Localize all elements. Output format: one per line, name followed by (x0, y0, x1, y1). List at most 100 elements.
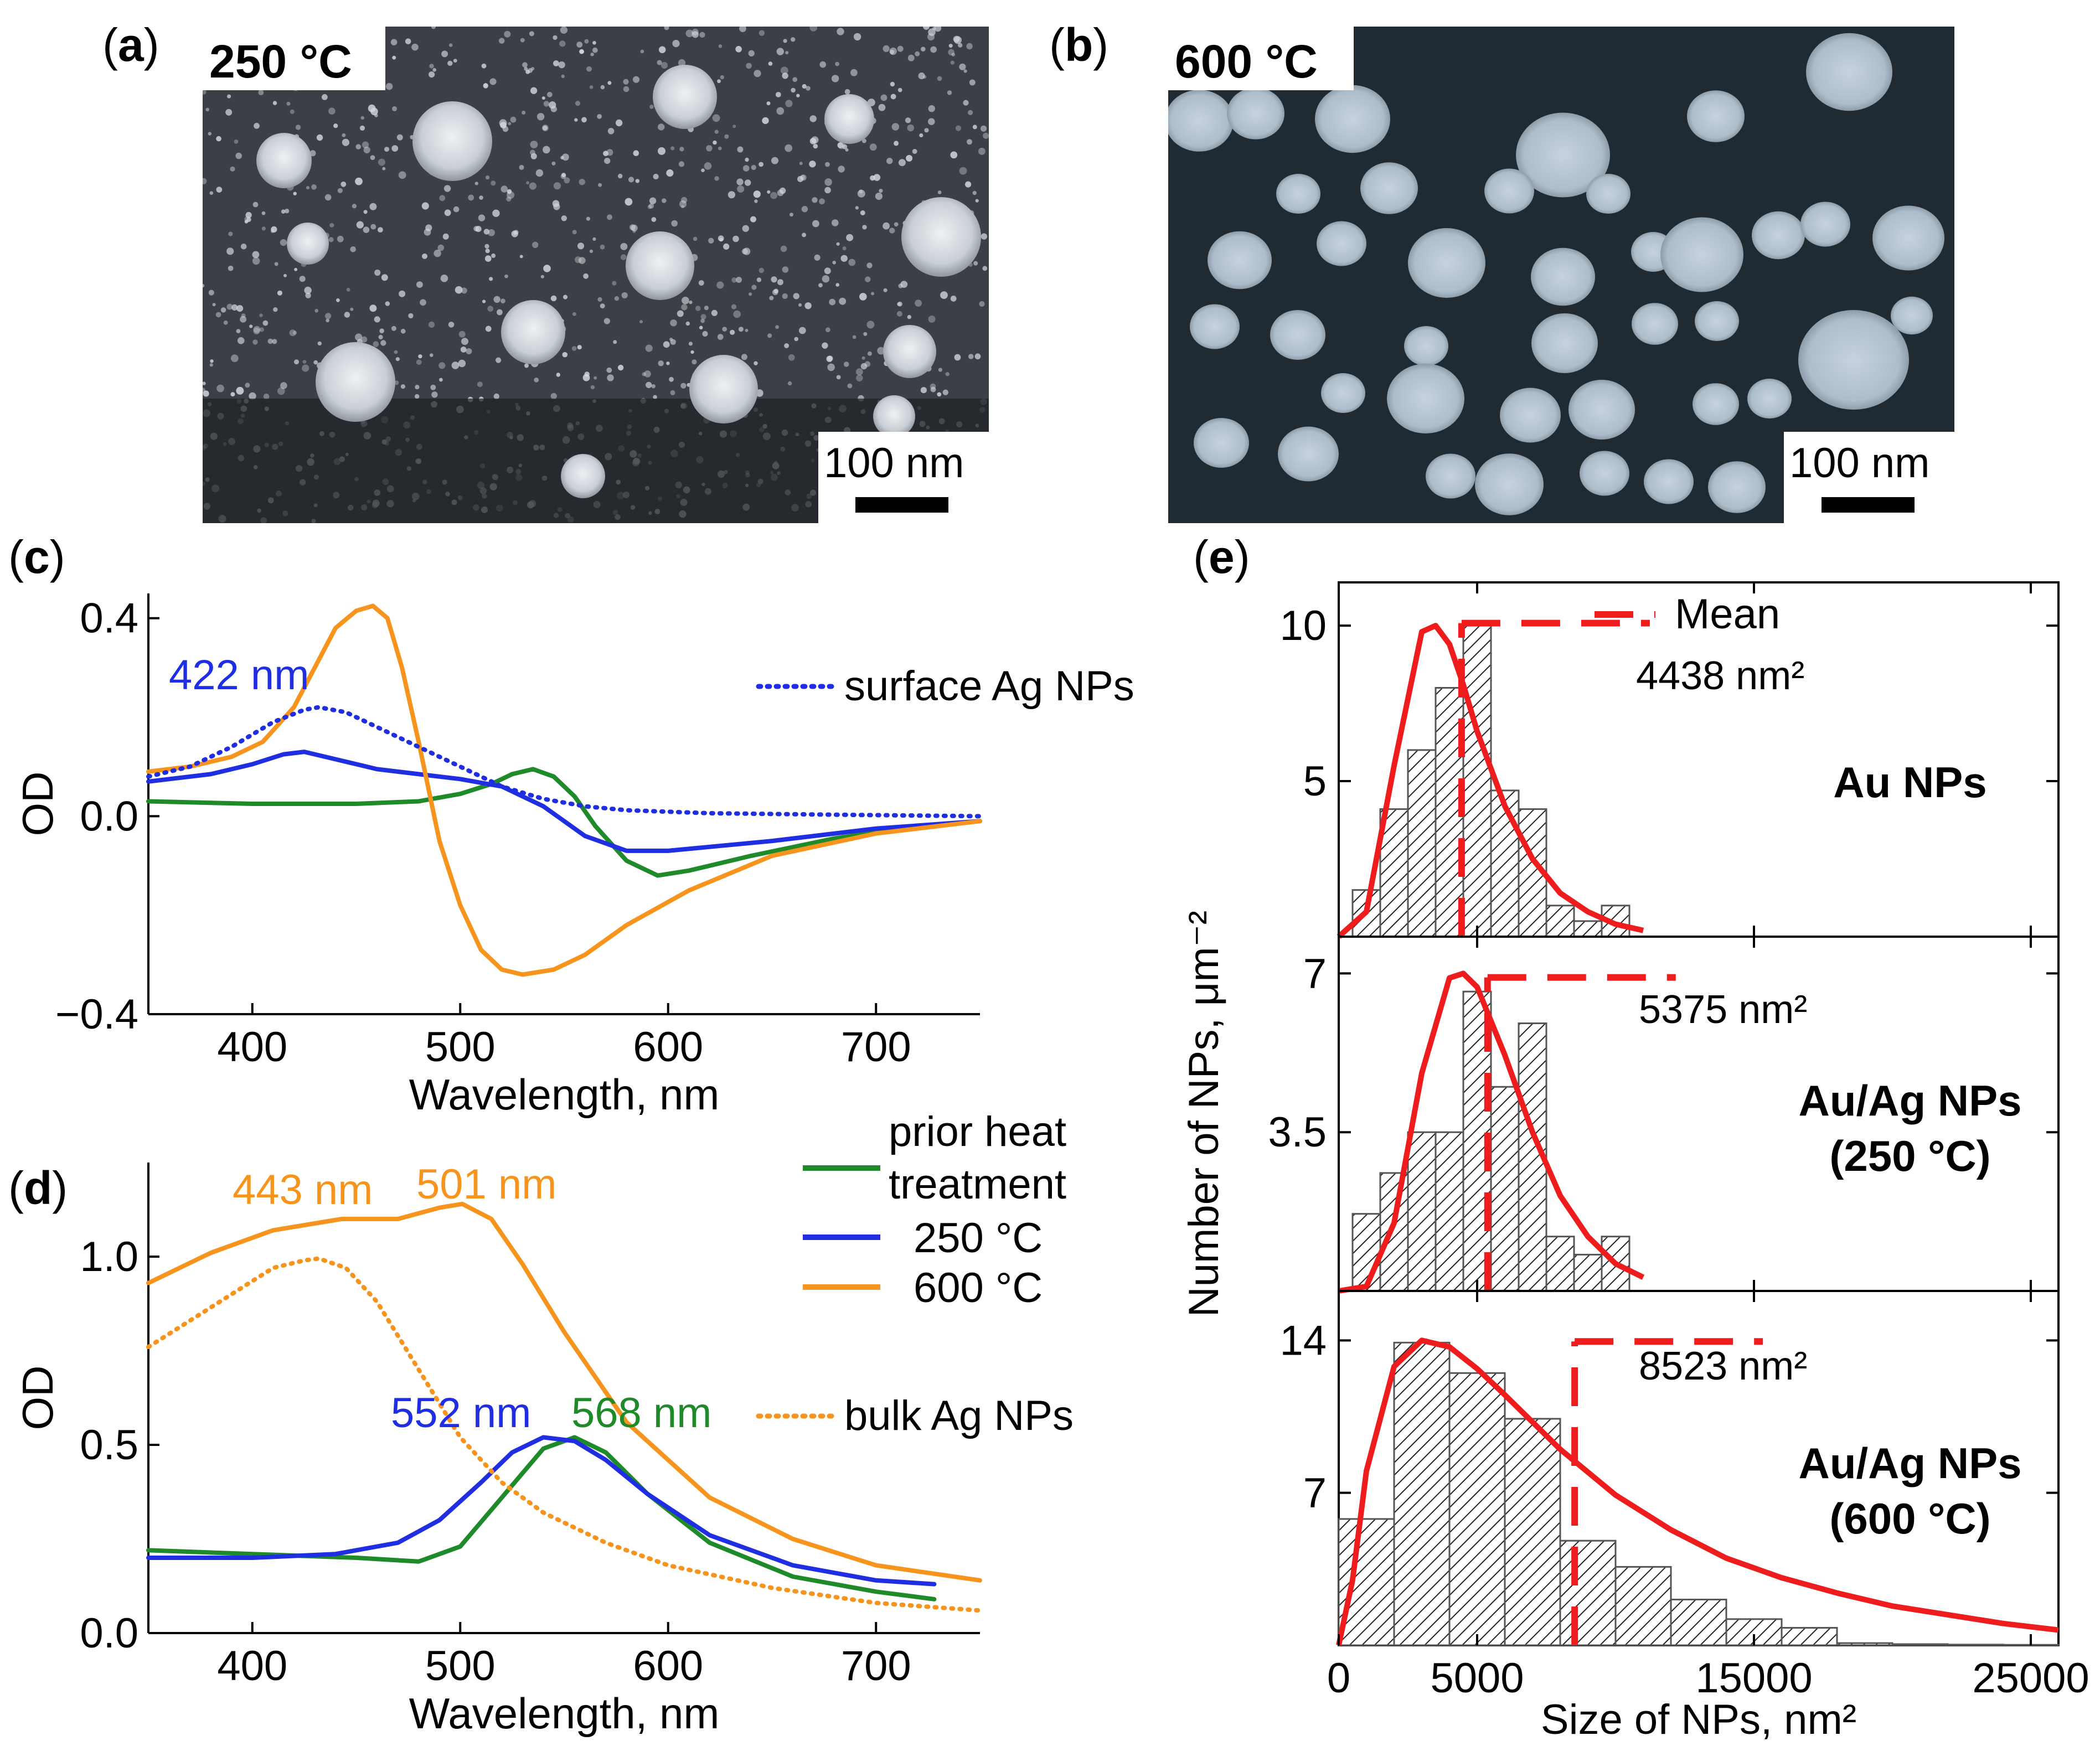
sem-particle (1872, 205, 1944, 271)
sem-texture-dot (344, 312, 350, 318)
sem-texture-dot (869, 143, 877, 151)
sem-texture-dot (337, 188, 343, 193)
sem-texture-dot (658, 147, 665, 155)
sem-texture-dot (842, 144, 848, 149)
sem-particle (1531, 313, 1598, 373)
sem-texture-dot (942, 389, 949, 395)
sem-texture-dot (670, 339, 676, 345)
sem-texture-dot (236, 305, 244, 312)
sem-texture-dot (732, 235, 739, 242)
sem-texture-dot (561, 215, 567, 221)
sem-particle (501, 300, 565, 364)
x-axis-label: Wavelength, nm (409, 1689, 720, 1738)
sem-texture-dot (827, 355, 833, 361)
sem-texture-dot (385, 301, 390, 306)
sem-texture-dot (600, 244, 605, 250)
sem-texture-dot (642, 372, 646, 376)
sem-texture-dot (735, 46, 742, 53)
histogram-bar (1891, 1643, 1949, 1646)
sem-texture-dot (658, 360, 664, 366)
sem-texture-dot (880, 94, 888, 101)
sem-texture-dot (203, 283, 205, 288)
sem-texture-dot (782, 266, 789, 273)
sem-texture-dot (940, 291, 948, 299)
sem-texture-dot (558, 61, 565, 69)
series-600-c (146, 1201, 982, 1583)
sem-texture-dot (645, 344, 653, 352)
sem-texture-dot (824, 267, 831, 275)
sem-texture-dot (717, 334, 724, 340)
sem-texture-dot (905, 117, 911, 123)
sem-texture-dot (432, 68, 436, 72)
sem-texture-dot (482, 299, 486, 303)
sem-texture-dot (664, 27, 669, 30)
sem-texture-dot (572, 230, 577, 235)
sem-texture-dot (240, 316, 247, 323)
sem-texture-dot (639, 320, 643, 324)
sem-texture-dot (714, 176, 719, 181)
sem-texture-dot (485, 326, 492, 332)
sem-texture-dot (592, 47, 598, 53)
sem-particle (1270, 310, 1325, 360)
sem-texture-dot (543, 101, 550, 107)
sem-texture-dot (928, 105, 936, 112)
sem-texture-dot (866, 321, 875, 329)
sem-texture-dot (685, 321, 690, 326)
sem-texture-dot (930, 383, 936, 390)
sem-texture-dot (479, 195, 483, 200)
temperature-label-600c: 600 °C (1175, 35, 1318, 87)
sem-texture-dot (937, 190, 942, 194)
sem-texture-dot (762, 117, 769, 125)
sem-particle (1752, 211, 1805, 260)
sem-texture-dot (374, 316, 380, 323)
sem-texture-dot (915, 51, 920, 56)
y-tick-label: 7 (1303, 1470, 1327, 1517)
mean-value-au: 4438 nm² (1636, 654, 1804, 698)
sem-texture-dot (453, 206, 460, 213)
sem-texture-dot (551, 161, 556, 166)
sem-texture-dot (958, 43, 963, 48)
sem-texture-dot (844, 89, 850, 95)
sem-texture-dot (429, 64, 434, 69)
sem-texture-dot (237, 337, 245, 344)
sem-texture-dot (837, 142, 844, 148)
sem-texture-dot (777, 279, 783, 286)
sem-particle (1278, 426, 1339, 482)
sem-texture-dot (797, 175, 803, 182)
sem-texture-dot (311, 184, 317, 190)
x-tick-label: 700 (841, 1024, 911, 1071)
sem-texture-dot (702, 330, 708, 337)
sem-texture-dot (745, 157, 749, 162)
sem-texture-dot (890, 81, 895, 87)
y-tick-label: 5 (1303, 758, 1327, 805)
sem-texture-dot (245, 211, 252, 219)
sem-texture-dot (340, 181, 347, 187)
sem-texture-dot (736, 277, 742, 283)
sem-texture-dot (235, 152, 242, 159)
sem-texture-dot (508, 122, 512, 126)
sem-texture-dot (791, 87, 796, 93)
sem-texture-dot (850, 69, 858, 76)
sem-texture-dot (720, 75, 725, 80)
sem-texture-dot (522, 62, 528, 68)
sem-particle (1806, 33, 1892, 111)
sem-texture-dot (959, 167, 967, 175)
sem-texture-dot (379, 328, 384, 333)
sem-texture-dot (526, 181, 530, 185)
sem-texture-dot (809, 161, 816, 168)
sem-texture-dot (437, 244, 445, 251)
sem-texture-dot (861, 138, 866, 143)
sem-texture-dot (897, 302, 901, 307)
sem-texture-dot (477, 381, 483, 388)
sem-texture-dot (493, 296, 501, 303)
sem-texture-dot (681, 197, 688, 203)
sem-texture-dot (281, 209, 286, 214)
sem-texture-dot (730, 329, 735, 335)
sem-texture-dot (272, 101, 277, 105)
sem-texture-dot (230, 166, 235, 172)
sem-particle (1586, 174, 1631, 214)
y-axis-label: Number of NPs, μm⁻² (1180, 911, 1227, 1317)
sem-texture-dot (972, 125, 977, 130)
panel-e: (e) 5 10 3.5 7 7 14 0 5000 15000 25000 Size of NPs… (1180, 531, 2089, 1743)
sem-texture-dot (800, 174, 807, 181)
